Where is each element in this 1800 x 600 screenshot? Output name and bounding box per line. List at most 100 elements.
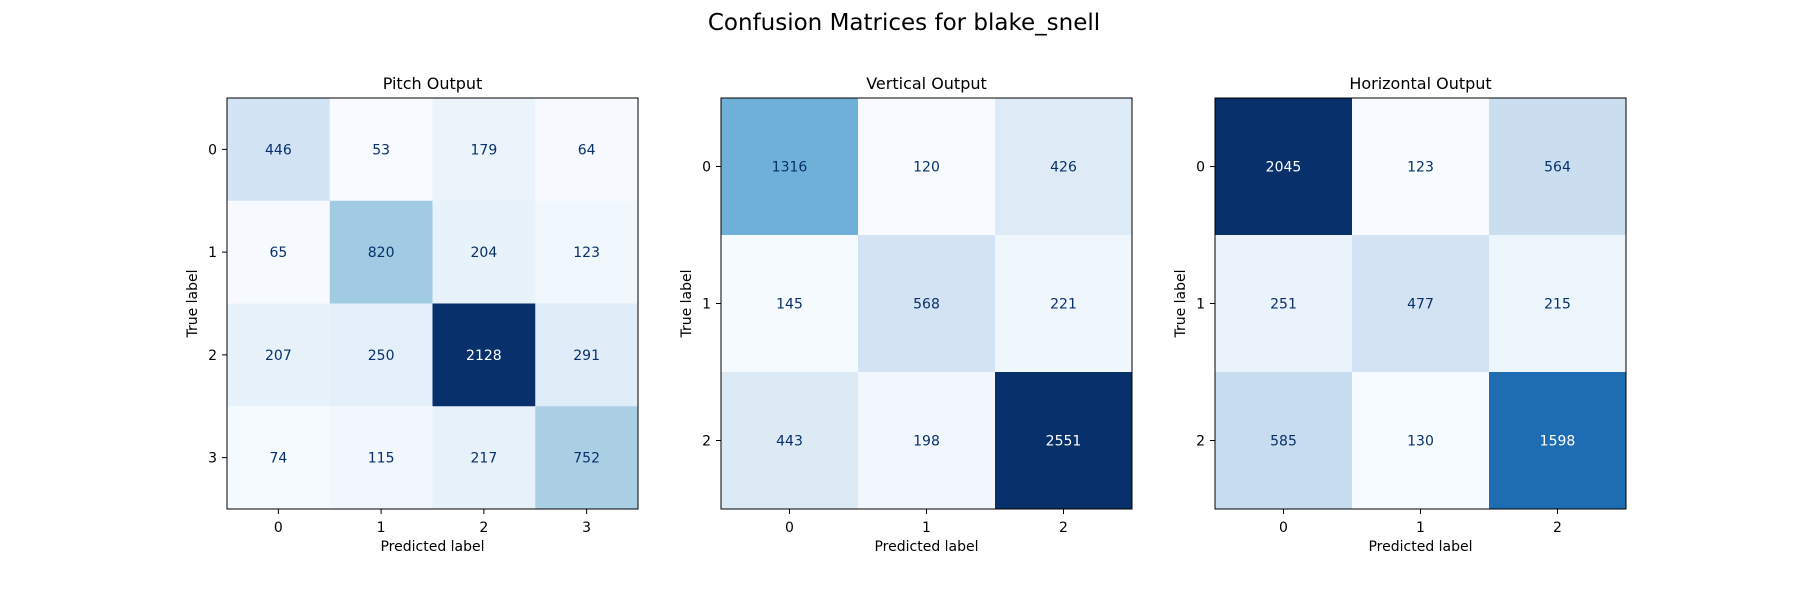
y-axis-label: True label [679, 269, 695, 338]
cell-value-label: 443 [776, 434, 803, 450]
figure-title: Confusion Matrices for blake_snell [708, 10, 1100, 36]
heatmap-cell [995, 98, 1133, 236]
heatmap-cell [1215, 372, 1353, 510]
heatmap-cell [1352, 235, 1490, 373]
cell-value-label: 123 [573, 245, 600, 261]
panel-title: Pitch Output [383, 74, 483, 93]
x-axis-label: Predicted label [380, 539, 484, 555]
cell-value-label: 221 [1050, 297, 1077, 313]
cell-value-label: 1598 [1540, 434, 1576, 450]
cell-value-label: 217 [471, 451, 498, 467]
heatmap-cell [1489, 372, 1627, 510]
x-tick-label: 1 [377, 520, 386, 536]
heatmap-cell [535, 406, 639, 510]
heatmap-cell [535, 303, 639, 407]
x-tick-label: 0 [785, 520, 794, 536]
heatmap-cell [1215, 98, 1353, 236]
cell-value-label: 2128 [466, 348, 502, 364]
heatmap-cell [995, 372, 1133, 510]
cell-value-label: 568 [913, 297, 940, 313]
heatmap-cell [329, 406, 433, 510]
cell-value-label: 291 [573, 348, 600, 364]
x-tick-label: 3 [582, 520, 591, 536]
cell-value-label: 53 [372, 142, 390, 158]
heatmap-cell [721, 235, 859, 373]
x-tick-label: 0 [274, 520, 283, 536]
heatmap-cell [535, 200, 639, 304]
y-tick-label: 2 [702, 434, 711, 450]
heatmap-cell [1489, 98, 1627, 236]
heatmap-panel-2: 2045 123 564 251 477 215 585 130 1598 0 1 2 0 1 2 Horiz… [1173, 74, 1627, 555]
cell-value-label: 250 [368, 348, 395, 364]
x-tick-label: 0 [1279, 520, 1288, 536]
cell-value-label: 446 [265, 142, 292, 158]
x-tick-label: 1 [922, 520, 931, 536]
heatmap-cell [858, 235, 996, 373]
cell-value-label: 179 [471, 142, 498, 158]
heatmap-cell [1352, 98, 1490, 236]
cell-value-label: 820 [368, 245, 395, 261]
heatmap-cell [721, 98, 859, 236]
cell-value-label: 120 [913, 160, 940, 176]
heatmap-cell [1352, 372, 1490, 510]
y-tick-label: 1 [702, 297, 711, 313]
cell-value-label: 130 [1407, 434, 1434, 450]
heatmap-cell [432, 303, 536, 407]
heatmap-cell [329, 303, 433, 407]
y-tick-label: 0 [1196, 160, 1205, 176]
heatmap-cell [329, 98, 433, 202]
y-tick-label: 3 [208, 451, 217, 467]
y-tick-label: 2 [208, 348, 217, 364]
cell-value-label: 2045 [1266, 160, 1302, 176]
cell-value-label: 585 [1270, 434, 1297, 450]
y-tick-label: 0 [208, 142, 217, 158]
x-tick-label: 2 [1553, 520, 1562, 536]
heatmap-cell [721, 372, 859, 510]
y-axis-label: True label [185, 269, 201, 338]
y-tick-label: 0 [702, 160, 711, 176]
panel-title: Vertical Output [866, 74, 987, 93]
y-tick-label: 1 [1196, 297, 1205, 313]
x-tick-label: 2 [479, 520, 488, 536]
panel-frame [226, 97, 639, 510]
cell-value-label: 123 [1407, 160, 1434, 176]
cell-value-label: 115 [368, 451, 395, 467]
cell-value-label: 564 [1544, 160, 1571, 176]
y-tick-label: 1 [208, 245, 217, 261]
heatmap-cell [1489, 235, 1627, 373]
heatmap-cell [535, 98, 639, 202]
heatmap-cell [329, 200, 433, 304]
y-tick-label: 2 [1196, 434, 1205, 450]
x-tick-label: 1 [1416, 520, 1425, 536]
cell-value-label: 426 [1050, 160, 1077, 176]
heatmap-cell [227, 98, 331, 202]
heatmap-cell [1215, 235, 1353, 373]
heatmap-cell [858, 98, 996, 236]
cell-value-label: 251 [1270, 297, 1297, 313]
cell-value-label: 64 [578, 142, 596, 158]
heatmap-cell [432, 406, 536, 510]
cell-value-label: 145 [776, 297, 803, 313]
cell-value-label: 752 [573, 451, 600, 467]
cell-value-label: 198 [913, 434, 940, 450]
heatmap-cell [227, 200, 331, 304]
heatmap-cell [227, 303, 331, 407]
cell-value-label: 65 [269, 245, 287, 261]
x-axis-label: Predicted label [874, 539, 978, 555]
x-tick-label: 2 [1059, 520, 1068, 536]
cell-value-label: 204 [471, 245, 498, 261]
cell-value-label: 1316 [772, 160, 808, 176]
heatmap-cell [227, 406, 331, 510]
x-axis-label: Predicted label [1368, 539, 1472, 555]
cell-value-label: 215 [1544, 297, 1571, 313]
panel-title: Horizontal Output [1349, 74, 1491, 93]
heatmap-cell [995, 235, 1133, 373]
cell-value-label: 207 [265, 348, 292, 364]
y-axis-label: True label [1173, 269, 1189, 338]
cell-value-label: 2551 [1046, 434, 1082, 450]
cell-value-label: 477 [1407, 297, 1434, 313]
heatmap-cell [432, 98, 536, 202]
